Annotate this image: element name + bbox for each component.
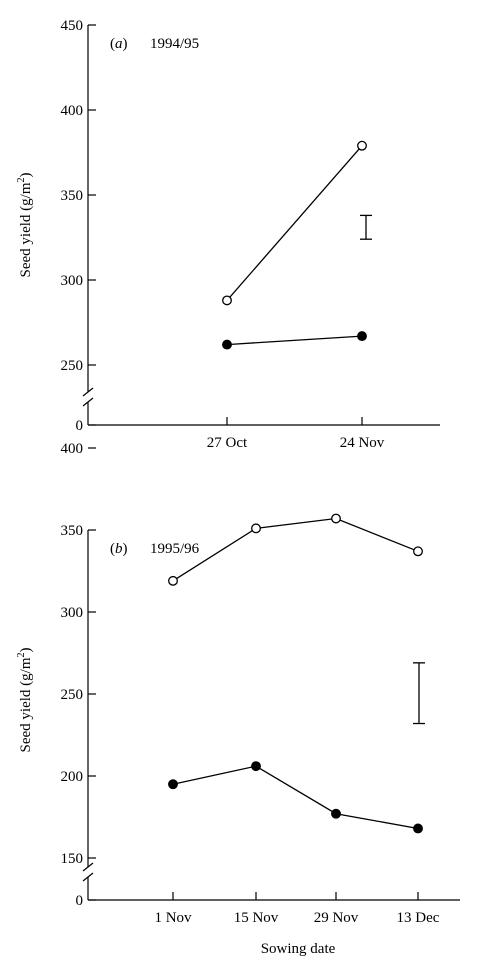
x-tick-label: 24 Nov [340,435,385,451]
panel-label-b: (b) [110,541,128,557]
series-line-filled [226,335,363,346]
open-point [168,575,178,586]
season-label-b: 1995/96 [150,541,200,557]
x-tick-label: 13 Dec [397,910,440,926]
y-tick-label: 0 [76,893,84,909]
plot-area-b [168,513,425,834]
series-line-open [226,145,363,301]
y-tick-label: 250 [61,687,84,703]
y-tick-label: 150 [61,851,84,867]
x-tick-label: 29 Nov [314,910,359,926]
x-tick-label: 15 Nov [234,910,279,926]
x-tick-label: 1 Nov [154,910,192,926]
filled-point [413,823,423,834]
open-point [251,523,261,534]
filled-point [331,808,341,819]
series-line-open [172,517,419,582]
x-axis-a: 27 Oct 24 Nov [88,417,440,451]
y-tick-label: 200 [61,769,84,785]
axis-break-mark [82,862,94,872]
y-tick-label: 250 [61,358,84,374]
plot-area-a [222,140,372,350]
y-tick-label: 350 [61,523,84,539]
open-point [222,295,232,306]
axis-break-mark [82,397,94,407]
filled-point [168,779,178,790]
panel-label-a: (a) [110,36,128,52]
y-axis-title-b: Seed yield (g/m2) [16,648,34,753]
x-axis-b: 1 Nov 15 Nov 29 Nov 13 Dec [88,892,460,926]
series-line-filled [172,765,419,830]
y-tick-label: 300 [61,605,84,621]
filled-point [357,331,367,342]
x-tick-label: 27 Oct [207,435,248,451]
y-tick-label: 450 [61,18,84,34]
panel-b: (b) 1995/96 Seed yield (g/m2) 0 150 200 250… [16,441,460,957]
y-tick-label: 400 [61,103,84,119]
panel-a: (a) 1994/95 Seed yield (g/m2) 0 250 300 350… [16,18,440,451]
y-axis-b: 0 150 200 250 300 350 400 [61,441,96,909]
open-point [413,546,423,557]
y-axis-title-a: Seed yield (g/m2) [16,173,34,278]
y-tick-label: 0 [76,418,84,434]
axis-break-mark [82,387,94,397]
open-point [357,140,367,151]
x-axis-title: Sowing date [261,941,336,957]
season-label-a: 1994/95 [150,36,199,52]
axis-break-mark [82,872,94,882]
filled-point [222,339,232,350]
y-tick-label: 400 [61,441,84,457]
y-tick-label: 350 [61,188,84,204]
filled-point [251,761,261,772]
y-tick-label: 300 [61,273,84,289]
y-axis-a: 0 250 300 350 400 450 [61,18,96,434]
open-point [331,513,341,524]
